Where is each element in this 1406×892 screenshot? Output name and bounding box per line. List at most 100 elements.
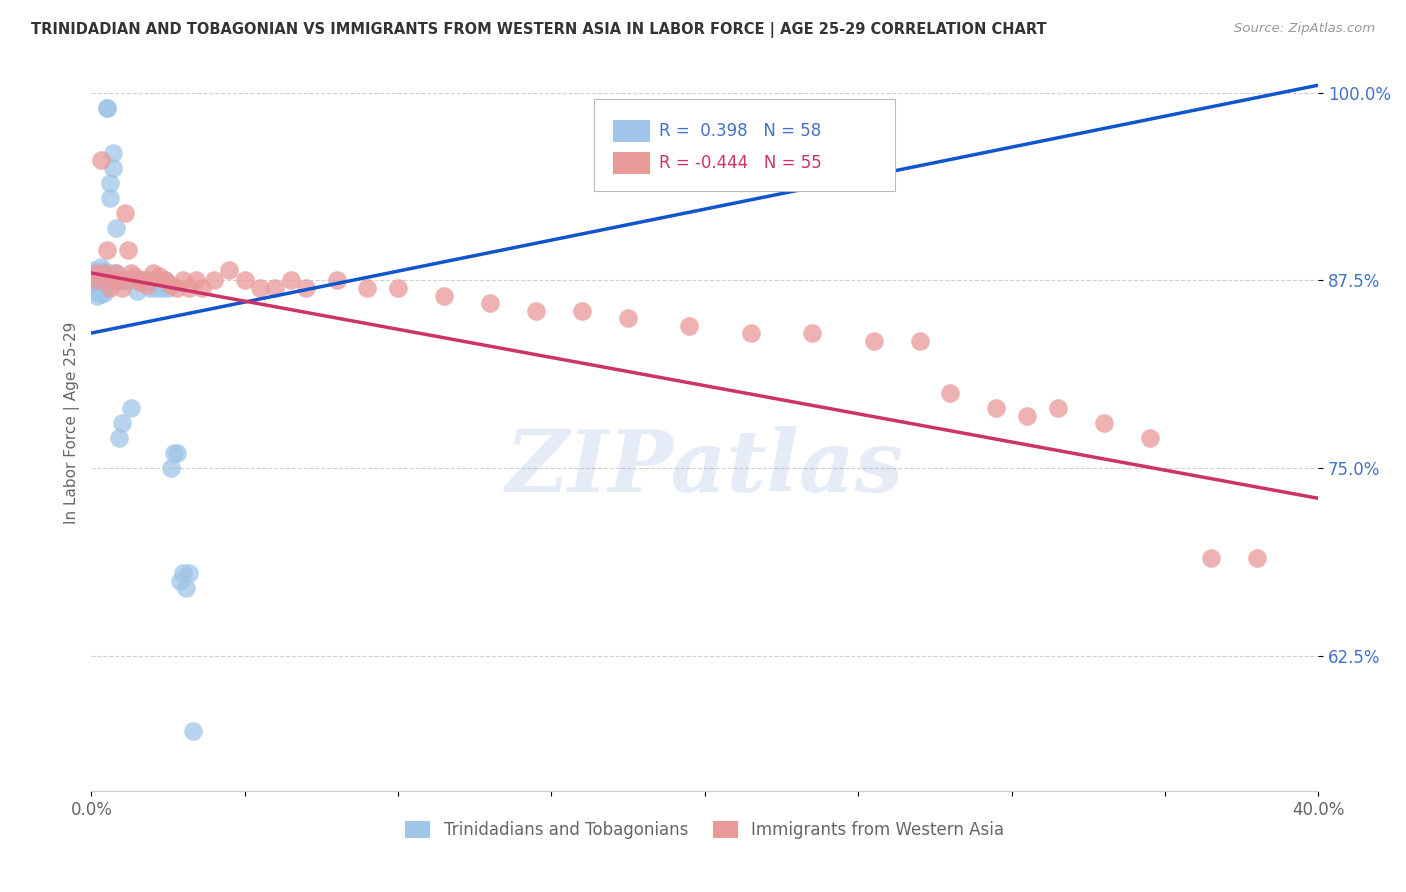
Point (135, 273, 157, 287)
Point (160, 277, 183, 292)
Point (1199, 551, 1222, 566)
Point (83, 284, 105, 298)
Text: TRINIDADIAN AND TOBAGONIAN VS IMMIGRANTS FROM WESTERN ASIA IN LABOR FORCE | AGE : TRINIDADIAN AND TOBAGONIAN VS IMMIGRANTS… (31, 22, 1046, 38)
Point (479, 296, 502, 310)
Point (233, 273, 256, 287)
Point (93, 268, 115, 282)
Point (571, 303, 593, 318)
Point (104, 220, 127, 235)
Point (127, 284, 149, 298)
Point (111, 416, 134, 430)
Point (181, 724, 204, 739)
Point (138, 281, 160, 295)
Point (98, 281, 121, 295)
Point (1246, 551, 1268, 566)
Point (101, 273, 124, 287)
Point (142, 266, 165, 280)
Point (150, 281, 173, 295)
Point (129, 273, 152, 287)
Point (83, 273, 105, 287)
Point (218, 263, 240, 277)
Point (83, 263, 105, 277)
Point (108, 273, 131, 287)
Point (96, 101, 118, 115)
Point (93, 264, 115, 278)
Point (166, 446, 188, 460)
Point (96, 244, 118, 258)
Point (1015, 409, 1038, 423)
Text: R = -0.444   N = 55: R = -0.444 N = 55 (659, 153, 823, 171)
Point (93, 266, 115, 280)
Point (160, 461, 183, 475)
Point (98, 266, 121, 280)
Point (98, 191, 121, 205)
Point (114, 206, 136, 220)
Point (127, 272, 149, 286)
Point (96, 101, 118, 115)
Point (295, 281, 318, 295)
Point (117, 244, 139, 258)
Point (1092, 416, 1115, 430)
Point (939, 386, 962, 401)
Point (108, 431, 131, 445)
Point (190, 281, 212, 295)
Point (101, 161, 124, 175)
Point (202, 273, 225, 287)
Point (678, 318, 700, 333)
Point (176, 582, 198, 596)
Legend: Trinidadians and Tobagonians, Immigrants from Western Asia: Trinidadians and Tobagonians, Immigrants… (399, 814, 1011, 846)
Point (184, 273, 207, 287)
Point (179, 281, 201, 295)
Point (172, 566, 194, 581)
Point (132, 273, 155, 287)
Point (89, 260, 111, 274)
Point (120, 401, 142, 416)
Point (89, 277, 111, 292)
Point (96, 277, 118, 292)
Point (86, 277, 108, 291)
Point (153, 273, 176, 287)
Point (280, 273, 302, 287)
Point (145, 281, 167, 295)
Point (433, 288, 456, 302)
Point (96, 268, 118, 283)
Point (169, 574, 191, 588)
Point (83, 281, 105, 295)
Point (86, 273, 108, 287)
Point (83, 266, 105, 280)
Point (122, 268, 145, 283)
Point (108, 273, 131, 287)
Point (264, 281, 287, 295)
Point (617, 311, 640, 326)
Point (89, 275, 111, 289)
Point (83, 272, 105, 286)
Point (111, 273, 134, 287)
Point (86, 266, 108, 280)
Point (148, 273, 170, 287)
Point (908, 334, 931, 348)
FancyBboxPatch shape (613, 152, 650, 174)
Point (93, 273, 115, 287)
Point (387, 281, 409, 295)
Point (132, 273, 155, 287)
Point (862, 334, 884, 348)
Point (135, 277, 157, 292)
Point (740, 326, 762, 340)
Point (101, 145, 124, 160)
Point (1046, 401, 1069, 416)
Point (122, 273, 145, 287)
Point (89, 153, 111, 168)
Point (172, 273, 194, 287)
Point (249, 281, 271, 295)
Point (524, 303, 547, 318)
Point (163, 446, 186, 460)
Point (86, 283, 108, 297)
Point (86, 279, 108, 293)
Point (801, 326, 824, 340)
Point (156, 281, 179, 295)
Point (356, 281, 378, 295)
Point (117, 273, 139, 287)
Point (1139, 431, 1161, 445)
Point (111, 281, 134, 295)
Point (104, 266, 127, 280)
